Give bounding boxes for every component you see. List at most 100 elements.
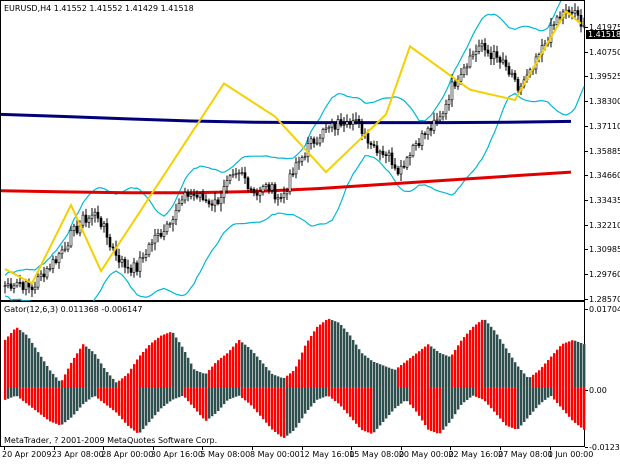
gator-lower-bar [439, 387, 442, 434]
candle-body [513, 72, 517, 80]
candle-body [444, 104, 448, 114]
gator-upper-bar [484, 319, 487, 388]
indicator-pane[interactable]: Gator(12,6,3) 0.011368 -0.006147 MetaTra… [0, 301, 586, 448]
gator-upper-bar [292, 371, 295, 388]
gator-lower-bar [193, 387, 196, 409]
candle-body [471, 53, 475, 57]
candle-body [510, 72, 514, 75]
gator-lower-bar [463, 387, 466, 403]
gator-lower-bar [316, 387, 319, 400]
gator-lower-bar [427, 387, 430, 430]
candle-body [156, 233, 160, 236]
gator-lower-bar [550, 387, 553, 397]
gator-upper-bar [262, 363, 265, 388]
gator-upper-bar [217, 360, 220, 388]
zigzag-line [4, 9, 582, 285]
gator-upper-bar [478, 322, 481, 388]
candle-body [51, 259, 55, 269]
gator-upper-bar [475, 324, 478, 388]
candle-body [21, 282, 25, 290]
gator-upper-bar [85, 346, 88, 388]
gator-upper-bar [328, 318, 331, 388]
candle-body [570, 11, 574, 14]
chart-window[interactable]: EURUSD,H4 1.41552 1.41552 1.41429 1.4151… [0, 0, 586, 448]
gator-lower-bar [451, 387, 454, 419]
gator-lower-bar [295, 387, 298, 428]
candle-body [198, 193, 202, 198]
candle-body [390, 152, 394, 166]
candle-body [381, 150, 385, 155]
gator-lower-bar [301, 387, 304, 419]
time-tick [4, 447, 5, 450]
gator-lower-bar [580, 387, 583, 428]
gator-lower-bar [499, 387, 502, 419]
gator-lower-bar [346, 387, 349, 414]
gator-upper-bar [334, 321, 337, 388]
gator-upper-bar [220, 357, 223, 388]
candle-body [357, 119, 361, 122]
gator-upper-bar [373, 361, 376, 388]
gator-lower-bar [328, 387, 331, 397]
gator-lower-bar [19, 387, 22, 399]
gator-upper-bar [499, 339, 502, 388]
gator-upper-bar [427, 344, 430, 388]
candle-body [93, 211, 97, 216]
gator-upper-bar [304, 345, 307, 388]
candle-body [102, 223, 106, 227]
gator-upper-bar [406, 360, 409, 388]
gator-upper-bar [562, 343, 565, 388]
gator-lower-bar [466, 387, 469, 400]
price-chart-pane[interactable]: EURUSD,H4 1.41552 1.41552 1.41429 1.4151… [0, 0, 586, 302]
gator-lower-bar [469, 387, 472, 398]
candle-body [84, 214, 88, 223]
time-tick [351, 447, 353, 450]
gator-histogram-canvas[interactable] [1, 302, 586, 448]
gator-lower-bar [178, 387, 181, 398]
gator-lower-bar [70, 387, 73, 418]
gator-upper-bar [460, 340, 463, 388]
price-tick [585, 76, 588, 78]
time-label: 1 Jun 00:00 [547, 450, 594, 459]
gator-lower-bar [40, 387, 43, 415]
candle-body [228, 175, 232, 181]
gator-lower-bar [187, 387, 190, 402]
gator-lower-bar [229, 387, 232, 399]
price-label: 1.38300 [589, 97, 620, 107]
candle-body [282, 193, 286, 198]
gator-lower-bar [148, 387, 151, 423]
gator-lower-bar [241, 387, 244, 399]
price-label: 1.35885 [589, 146, 620, 156]
candle-body [231, 174, 235, 177]
gator-lower-bar [547, 387, 550, 398]
gator-lower-bar [184, 387, 187, 398]
gator-lower-bar [571, 387, 574, 421]
gator-upper-bar [529, 377, 532, 388]
time-tick [549, 447, 551, 450]
candle-body [75, 225, 79, 234]
gator-lower-bar [520, 387, 523, 426]
gator-upper-bar [397, 367, 400, 388]
candle-body [135, 262, 139, 272]
gator-upper-bar [160, 335, 163, 388]
candle-body [393, 164, 397, 169]
gator-lower-bar [250, 387, 253, 406]
gator-upper-bar [91, 351, 94, 388]
gator-lower-bar [133, 387, 136, 431]
candle-body [369, 142, 373, 145]
gator-upper-bar [46, 365, 49, 388]
price-chart-canvas[interactable] [1, 1, 586, 302]
time-tick [301, 447, 303, 450]
gator-upper-bar [268, 370, 271, 388]
gator-upper-bar [325, 319, 328, 388]
candle-body [498, 57, 502, 63]
gator-upper-bar [568, 341, 571, 388]
gator-upper-bar [226, 353, 229, 388]
gator-lower-bar [79, 387, 82, 408]
gator-upper-bar [238, 340, 241, 388]
gator-upper-bar [433, 348, 436, 388]
gator-upper-bar [250, 349, 253, 388]
candle-body [33, 286, 37, 291]
time-tick [450, 447, 452, 450]
candle-body [582, 24, 586, 27]
gator-lower-bar [430, 387, 433, 431]
